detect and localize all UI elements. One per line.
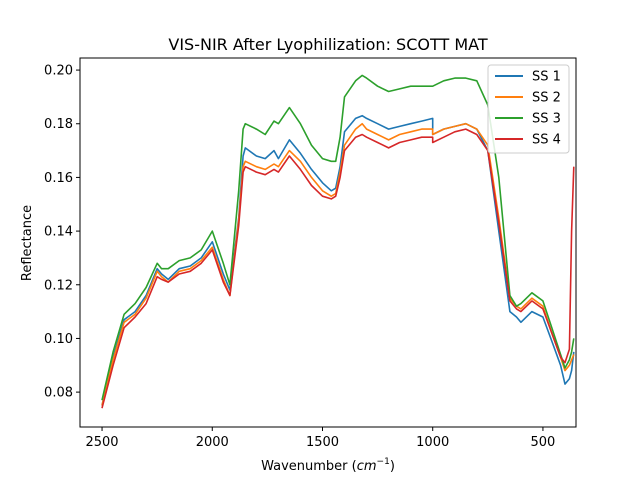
- legend-label: SS 4: [532, 133, 561, 148]
- y-tick-label: 0.14: [44, 225, 73, 240]
- y-tick-label: 0.08: [44, 386, 73, 401]
- x-tick-label: 2000: [196, 435, 229, 450]
- x-tick-label: 1500: [306, 435, 339, 450]
- y-tick-label: 0.12: [44, 278, 73, 293]
- x-tick-label: 2500: [85, 435, 118, 450]
- x-tick-label: 1000: [416, 435, 449, 450]
- x-axis-ticks: 2500 2000 1500 1000 500: [85, 427, 555, 450]
- series-line-4: [101, 128, 575, 409]
- series-line-1: [101, 114, 575, 406]
- y-tick-label: 0.10: [44, 332, 73, 347]
- y-tick-label: 0.16: [44, 171, 73, 186]
- y-tick-label: 0.20: [44, 64, 73, 79]
- y-axis-ticks: 0.08 0.10 0.12 0.14 0.16 0.18 0.20: [44, 64, 80, 401]
- legend-box: [487, 64, 570, 154]
- x-axis-label-close: ): [390, 459, 395, 474]
- legend-label: SS 2: [532, 91, 561, 106]
- x-tick-label: 500: [531, 435, 556, 450]
- x-axis-label-unit: cm: [357, 459, 377, 474]
- x-axis-label-main: Wavenumber (: [261, 459, 357, 474]
- x-axis-label: Wavenumber (cm−1): [261, 457, 395, 474]
- legend-label: SS 3: [532, 112, 561, 127]
- series-line-3: [101, 74, 575, 401]
- legend-label: SS 1: [532, 70, 561, 85]
- x-axis-label-exponent: −1: [377, 457, 390, 467]
- plot-lines: [101, 74, 575, 409]
- plot-frame: [79, 57, 577, 428]
- y-axis-label: Reflectance: [20, 205, 35, 281]
- y-tick-label: 0.18: [44, 117, 73, 132]
- chart-title: VIS-NIR After Lyophilization: SCOTT MAT: [168, 35, 487, 54]
- chart-legend: SS 1 SS 2 SS 3 SS 4: [487, 64, 570, 154]
